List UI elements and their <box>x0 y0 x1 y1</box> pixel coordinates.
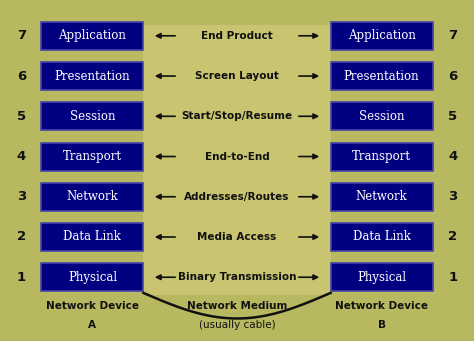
Text: 6: 6 <box>448 70 457 83</box>
Text: (usually cable): (usually cable) <box>199 320 275 330</box>
FancyBboxPatch shape <box>331 22 432 50</box>
FancyBboxPatch shape <box>42 102 143 130</box>
Text: Network: Network <box>66 190 118 203</box>
Text: Screen Layout: Screen Layout <box>195 71 279 81</box>
Text: Session: Session <box>359 110 404 123</box>
Text: Application: Application <box>347 29 416 42</box>
FancyBboxPatch shape <box>42 62 143 90</box>
Text: 6: 6 <box>17 70 26 83</box>
Text: Network Medium: Network Medium <box>187 301 287 311</box>
FancyBboxPatch shape <box>331 183 432 211</box>
Text: Transport: Transport <box>63 150 122 163</box>
Text: 1: 1 <box>17 271 26 284</box>
Text: 7: 7 <box>17 29 26 42</box>
Text: Network Device: Network Device <box>335 301 428 311</box>
FancyBboxPatch shape <box>331 62 432 90</box>
Text: Network: Network <box>356 190 408 203</box>
Text: Network Device: Network Device <box>46 301 139 311</box>
Text: 4: 4 <box>17 150 26 163</box>
Text: 1: 1 <box>448 271 457 284</box>
Text: 2: 2 <box>17 231 26 243</box>
FancyBboxPatch shape <box>331 263 432 291</box>
FancyBboxPatch shape <box>42 22 143 50</box>
Text: 3: 3 <box>17 190 26 203</box>
Text: Transport: Transport <box>352 150 411 163</box>
Text: Addresses/Routes: Addresses/Routes <box>184 192 290 202</box>
FancyBboxPatch shape <box>331 223 432 251</box>
FancyBboxPatch shape <box>42 263 143 291</box>
Text: 7: 7 <box>448 29 457 42</box>
Text: Media Access: Media Access <box>197 232 277 242</box>
Text: End Product: End Product <box>201 31 273 41</box>
Text: Binary Transmission: Binary Transmission <box>178 272 296 282</box>
Text: A: A <box>89 320 96 330</box>
FancyBboxPatch shape <box>331 143 432 170</box>
Text: 5: 5 <box>17 110 26 123</box>
Text: Session: Session <box>70 110 115 123</box>
Text: Data Link: Data Link <box>64 231 121 243</box>
FancyBboxPatch shape <box>331 102 432 130</box>
Text: 5: 5 <box>448 110 457 123</box>
Text: Application: Application <box>58 29 127 42</box>
Text: Presentation: Presentation <box>55 70 130 83</box>
FancyBboxPatch shape <box>42 143 143 170</box>
FancyBboxPatch shape <box>42 183 143 211</box>
Text: Physical: Physical <box>68 271 117 284</box>
Text: 2: 2 <box>448 231 457 243</box>
Text: Presentation: Presentation <box>344 70 419 83</box>
Text: 4: 4 <box>448 150 457 163</box>
Text: Data Link: Data Link <box>353 231 410 243</box>
FancyBboxPatch shape <box>143 25 331 295</box>
Text: 3: 3 <box>448 190 457 203</box>
Text: Physical: Physical <box>357 271 406 284</box>
FancyBboxPatch shape <box>42 223 143 251</box>
Text: End-to-End: End-to-End <box>205 151 269 162</box>
Text: B: B <box>378 320 385 330</box>
Text: Start/Stop/Resume: Start/Stop/Resume <box>182 111 292 121</box>
